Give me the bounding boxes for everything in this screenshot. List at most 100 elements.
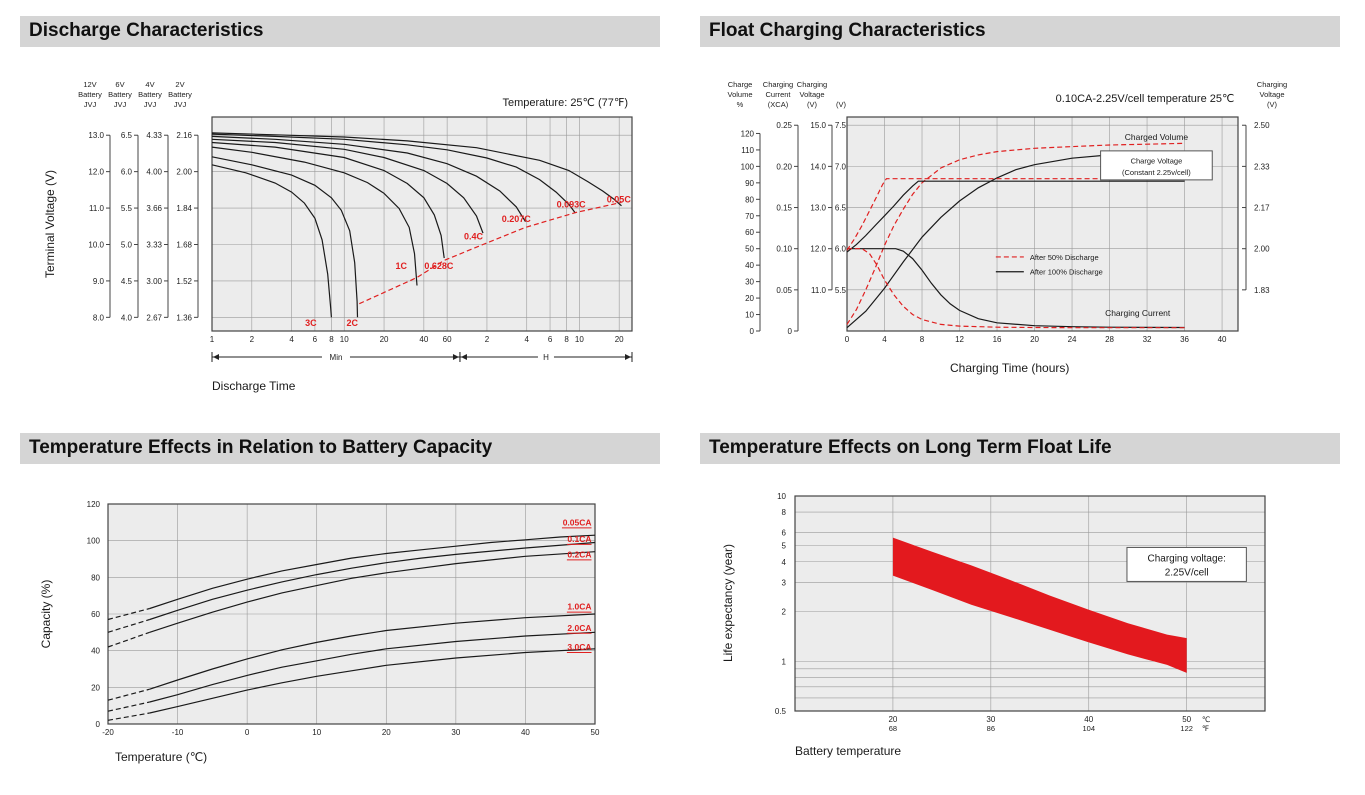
svg-text:(V): (V) — [1267, 100, 1278, 109]
svg-text:0.093C: 0.093C — [557, 199, 587, 209]
svg-text:Battery: Battery — [78, 90, 102, 99]
svg-text:60: 60 — [91, 610, 100, 619]
svg-text:0.15: 0.15 — [776, 203, 792, 212]
curve-1.0CA — [149, 612, 596, 690]
svg-text:70: 70 — [745, 212, 754, 221]
svg-text:6: 6 — [313, 335, 318, 344]
temperature-capacity-y-axis-title: Capacity (%) — [39, 579, 53, 648]
svg-text:1.0CA: 1.0CA — [567, 601, 591, 611]
svg-text:20: 20 — [1030, 335, 1039, 344]
svg-text:0.207C: 0.207C — [502, 214, 532, 224]
curve-1C — [211, 146, 418, 286]
svg-text:2.16: 2.16 — [176, 131, 192, 140]
float-life-chart-canvas: 206830864010450122℃℉1086543210.5Charging… — [775, 492, 1266, 733]
svg-text:4.0: 4.0 — [121, 313, 133, 322]
svg-text:28: 28 — [1105, 335, 1114, 344]
svg-text:6: 6 — [548, 335, 553, 344]
svg-text:90: 90 — [745, 179, 754, 188]
curve-2.0CA-lead — [107, 701, 150, 712]
charging-current-after-50 — [847, 247, 1185, 329]
svg-text:0: 0 — [750, 327, 755, 336]
svg-text:2.33: 2.33 — [1254, 162, 1270, 171]
svg-text:3.66: 3.66 — [146, 204, 162, 213]
svg-text:1.84: 1.84 — [176, 204, 192, 213]
svg-text:6.5: 6.5 — [121, 131, 133, 140]
svg-text:Charging voltage:: Charging voltage: — [1147, 553, 1225, 564]
svg-text:0: 0 — [788, 327, 793, 336]
svg-text:13.0: 13.0 — [88, 131, 104, 140]
svg-text:0.628C: 0.628C — [424, 261, 454, 271]
svg-text:0.2CA: 0.2CA — [567, 549, 591, 559]
svg-text:0.10: 0.10 — [776, 244, 792, 253]
svg-text:15.0: 15.0 — [810, 121, 826, 130]
discharge-y-axis-title: Terminal Voltage (V) — [43, 169, 57, 278]
svg-text:2.00: 2.00 — [1254, 244, 1270, 253]
svg-text:100: 100 — [741, 162, 755, 171]
svg-text:Voltage: Voltage — [1259, 90, 1284, 99]
svg-text:20: 20 — [382, 728, 391, 737]
svg-text:8: 8 — [564, 335, 569, 344]
svg-text:10: 10 — [340, 335, 349, 344]
svg-text:5.5: 5.5 — [121, 204, 133, 213]
svg-text:40: 40 — [91, 646, 100, 655]
charged-volume-after-50 — [846, 142, 1185, 325]
svg-text:7.0: 7.0 — [835, 162, 847, 171]
svg-text:10: 10 — [312, 728, 321, 737]
svg-text:1: 1 — [782, 657, 787, 666]
curve-0.1CA — [149, 541, 596, 620]
svg-text:120: 120 — [87, 500, 101, 509]
svg-text:Charge: Charge — [728, 80, 753, 89]
discharge-section-title: Discharge Characteristics — [20, 16, 660, 47]
svg-text:12: 12 — [955, 335, 964, 344]
panel-float-charging: Float Charging Characteristics 0 4 8 12 16 20… — [700, 16, 1340, 393]
curve-0.4C — [211, 138, 484, 234]
svg-text:40: 40 — [521, 728, 530, 737]
curve-0.2CA — [149, 550, 596, 633]
svg-text:6.0: 6.0 — [835, 244, 847, 253]
svg-text:30: 30 — [451, 728, 460, 737]
curve-2C — [211, 156, 359, 318]
svg-text:0.5: 0.5 — [775, 707, 787, 716]
svg-text:Voltage: Voltage — [799, 90, 824, 99]
svg-text:60: 60 — [443, 335, 452, 344]
svg-text:0: 0 — [245, 728, 250, 737]
svg-text:8: 8 — [329, 335, 334, 344]
svg-text:(V): (V) — [807, 100, 818, 109]
curve-0.1CA-lead — [107, 618, 150, 633]
svg-text:6.5: 6.5 — [835, 203, 847, 212]
curve-1.0CA-lead — [107, 688, 150, 701]
svg-text:H: H — [543, 353, 549, 362]
svg-text:100: 100 — [87, 536, 101, 545]
svg-text:0.05C: 0.05C — [607, 194, 632, 204]
svg-text:5.0: 5.0 — [121, 240, 133, 249]
svg-text:0.10CA-2.25V/cell temperature: 0.10CA-2.25V/cell temperature 25℃ — [1056, 93, 1235, 105]
svg-text:68: 68 — [889, 724, 897, 733]
svg-text:2.17: 2.17 — [1254, 203, 1270, 212]
svg-text:8: 8 — [782, 508, 787, 517]
svg-text:2C: 2C — [347, 318, 359, 328]
svg-text:Temperature: 25℃ (77℉): Temperature: 25℃ (77℉) — [502, 97, 628, 109]
svg-text:30: 30 — [986, 715, 995, 724]
svg-text:6: 6 — [782, 528, 787, 537]
svg-text:2.50: 2.50 — [1254, 121, 1270, 130]
discharge-figure: 1 2 4 6 8 10 20 40 60 2 4 6 8 10 20 12V Battery JVJ 13.0 12… — [20, 59, 660, 393]
svg-text:3C: 3C — [305, 318, 317, 328]
float-charging-figure: 0 4 8 12 16 20 24 28 32 36 40 Charge Volume% 120 110 10… — [700, 59, 1340, 375]
svg-text:(Constant 2.25v/cell): (Constant 2.25v/cell) — [1122, 168, 1191, 177]
svg-text:2.25V/cell: 2.25V/cell — [1165, 567, 1209, 578]
svg-text:4.00: 4.00 — [146, 167, 162, 176]
svg-text:20: 20 — [380, 335, 389, 344]
charge-voltage-after-50 — [846, 177, 1185, 251]
temperature-capacity-figure: -20 -10 0 10 20 30 40 50 120 100 80 60 40 20 0 0.05CA 0.… — [20, 476, 660, 764]
svg-text:4.5: 4.5 — [121, 277, 133, 286]
svg-text:JVJ: JVJ — [84, 100, 97, 109]
svg-text:Min: Min — [330, 353, 343, 362]
svg-text:1.68: 1.68 — [176, 240, 192, 249]
svg-text:60: 60 — [745, 228, 754, 237]
svg-text:3.33: 3.33 — [146, 240, 162, 249]
svg-text:0.05: 0.05 — [776, 286, 792, 295]
float-life-section-title: Temperature Effects on Long Term Float L… — [700, 432, 1340, 464]
svg-text:20: 20 — [615, 335, 624, 344]
svg-text:20: 20 — [888, 715, 897, 724]
curve-3.0CA — [149, 647, 596, 714]
